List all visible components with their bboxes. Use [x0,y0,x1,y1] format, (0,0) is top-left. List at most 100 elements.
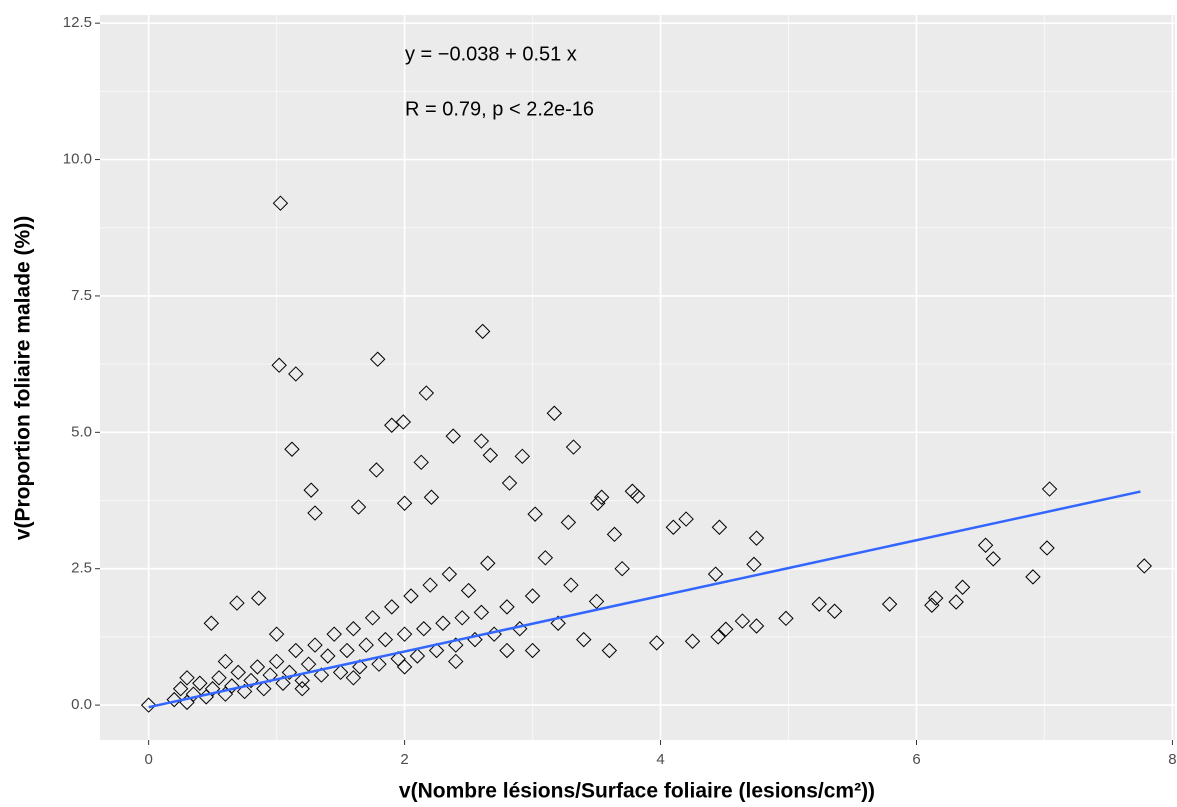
x-tick-label: 6 [912,751,920,768]
point [166,691,182,708]
point [1136,558,1152,574]
point [707,566,724,582]
point [665,519,682,535]
point [294,672,310,689]
point [454,610,470,626]
point [294,681,310,697]
point [256,681,272,697]
point [371,656,387,672]
point [524,588,541,604]
point [230,664,246,681]
point [474,323,491,340]
point [499,599,515,615]
point [179,670,195,686]
point [395,414,412,430]
point [262,667,278,683]
point [204,681,221,697]
point [593,489,610,505]
point [448,637,464,653]
point [185,686,202,702]
annotation: R = 0.79, p < 2.2e-16 [405,98,594,120]
point [648,635,665,651]
point [927,590,944,606]
point [881,596,898,612]
point [384,417,400,433]
point [977,537,994,553]
y-tick-label: 2.5 [71,560,92,577]
point [563,577,579,593]
point [448,653,464,670]
point [268,653,285,670]
point [236,683,253,700]
point [326,626,342,642]
point [364,610,381,626]
point [422,577,438,593]
point [473,433,490,449]
point [480,555,496,571]
point [281,664,298,681]
point [924,597,940,613]
point [678,511,694,527]
point [482,447,499,463]
point [345,621,362,637]
point [748,530,765,546]
point [778,610,794,627]
x-tick-label: 4 [656,751,664,768]
point [734,613,751,629]
point [345,670,362,686]
point [445,428,461,444]
point [537,550,554,566]
point [140,697,157,713]
point [601,642,618,659]
point [396,659,413,675]
point [416,621,432,637]
point [368,462,385,478]
point [473,604,490,621]
point [413,454,429,471]
point [418,385,435,401]
point [1039,540,1055,556]
point [303,482,319,498]
point [243,672,259,689]
point [684,633,701,649]
x-tick-label: 8 [1168,751,1176,768]
regression-line [148,490,1141,709]
y-tick-label: 12.5 [63,14,92,31]
point [1025,569,1041,585]
point [711,519,728,535]
point [428,642,445,659]
point [588,593,605,610]
point [313,667,330,683]
point [249,659,266,675]
point [339,642,355,659]
point [320,648,336,664]
point [307,505,323,521]
point [272,195,289,211]
point [350,499,367,515]
point [527,506,543,522]
point [590,495,606,511]
x-tick-label: 2 [400,751,408,768]
point [217,653,234,670]
point [377,631,394,648]
point [985,551,1001,567]
point [948,594,964,610]
point [560,514,577,531]
y-tick-label: 7.5 [71,287,92,304]
point [629,488,646,504]
point [409,648,426,664]
point [746,556,762,573]
point [460,582,477,599]
point [501,475,518,491]
x-tick-label: 0 [144,751,152,768]
point [332,664,349,681]
point [358,637,374,653]
point [203,615,220,631]
point [499,642,515,659]
point [284,441,300,457]
annotation: y = −0.038 + 0.51 x [405,43,577,65]
point [1041,481,1058,497]
point [811,596,827,612]
y-tick-label: 5.0 [71,423,92,440]
